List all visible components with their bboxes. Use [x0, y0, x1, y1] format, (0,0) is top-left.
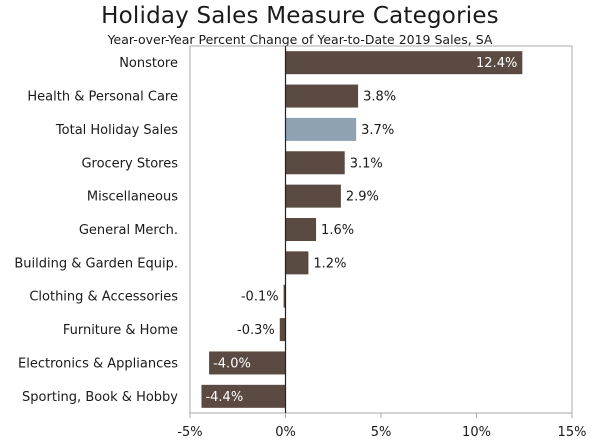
category-label: General Merch.: [79, 223, 178, 238]
bar: [285, 251, 309, 275]
x-tick-label: 5%: [371, 425, 392, 440]
bar: [283, 284, 286, 308]
x-tick-label: -5%: [177, 425, 202, 440]
category-label: Nonstore: [119, 56, 178, 71]
data-label: -4.4%: [205, 390, 243, 405]
category-label: Sporting, Book & Hobby: [22, 390, 178, 405]
bar: [285, 84, 359, 108]
bar: [209, 351, 286, 375]
chart-title: Holiday Sales Measure Categories: [101, 3, 499, 29]
x-tick-label: 15%: [558, 425, 587, 440]
x-tick-label: 0%: [275, 425, 296, 440]
data-label: 12.4%: [476, 56, 517, 71]
data-label: 2.9%: [346, 190, 379, 205]
data-label: -0.1%: [241, 290, 279, 305]
category-label: Health & Personal Care: [27, 90, 178, 105]
data-label: 1.6%: [321, 223, 354, 238]
category-label: Grocery Stores: [81, 156, 178, 171]
data-label: -0.3%: [237, 323, 275, 338]
bar: [201, 384, 286, 408]
category-label: Furniture & Home: [63, 323, 178, 338]
bar: [279, 318, 286, 342]
x-tick-label: 10%: [462, 425, 491, 440]
chart-subtitle: Year-over-Year Percent Change of Year-to…: [107, 32, 493, 47]
bar: [285, 151, 345, 175]
category-label: Building & Garden Equip.: [14, 256, 178, 271]
bar: [285, 51, 523, 75]
category-label: Total Holiday Sales: [55, 123, 178, 138]
category-label: Electronics & Appliances: [18, 356, 178, 371]
bar: [285, 184, 341, 208]
data-label: 3.8%: [363, 90, 396, 105]
category-label: Miscellaneous: [87, 190, 178, 205]
data-label: -4.0%: [213, 356, 251, 371]
data-label: 3.7%: [361, 123, 394, 138]
bar: [285, 218, 317, 241]
data-label: 1.2%: [313, 256, 346, 271]
category-label: Clothing & Accessories: [29, 290, 178, 305]
data-label: 3.1%: [350, 156, 383, 171]
bar: [285, 117, 357, 141]
